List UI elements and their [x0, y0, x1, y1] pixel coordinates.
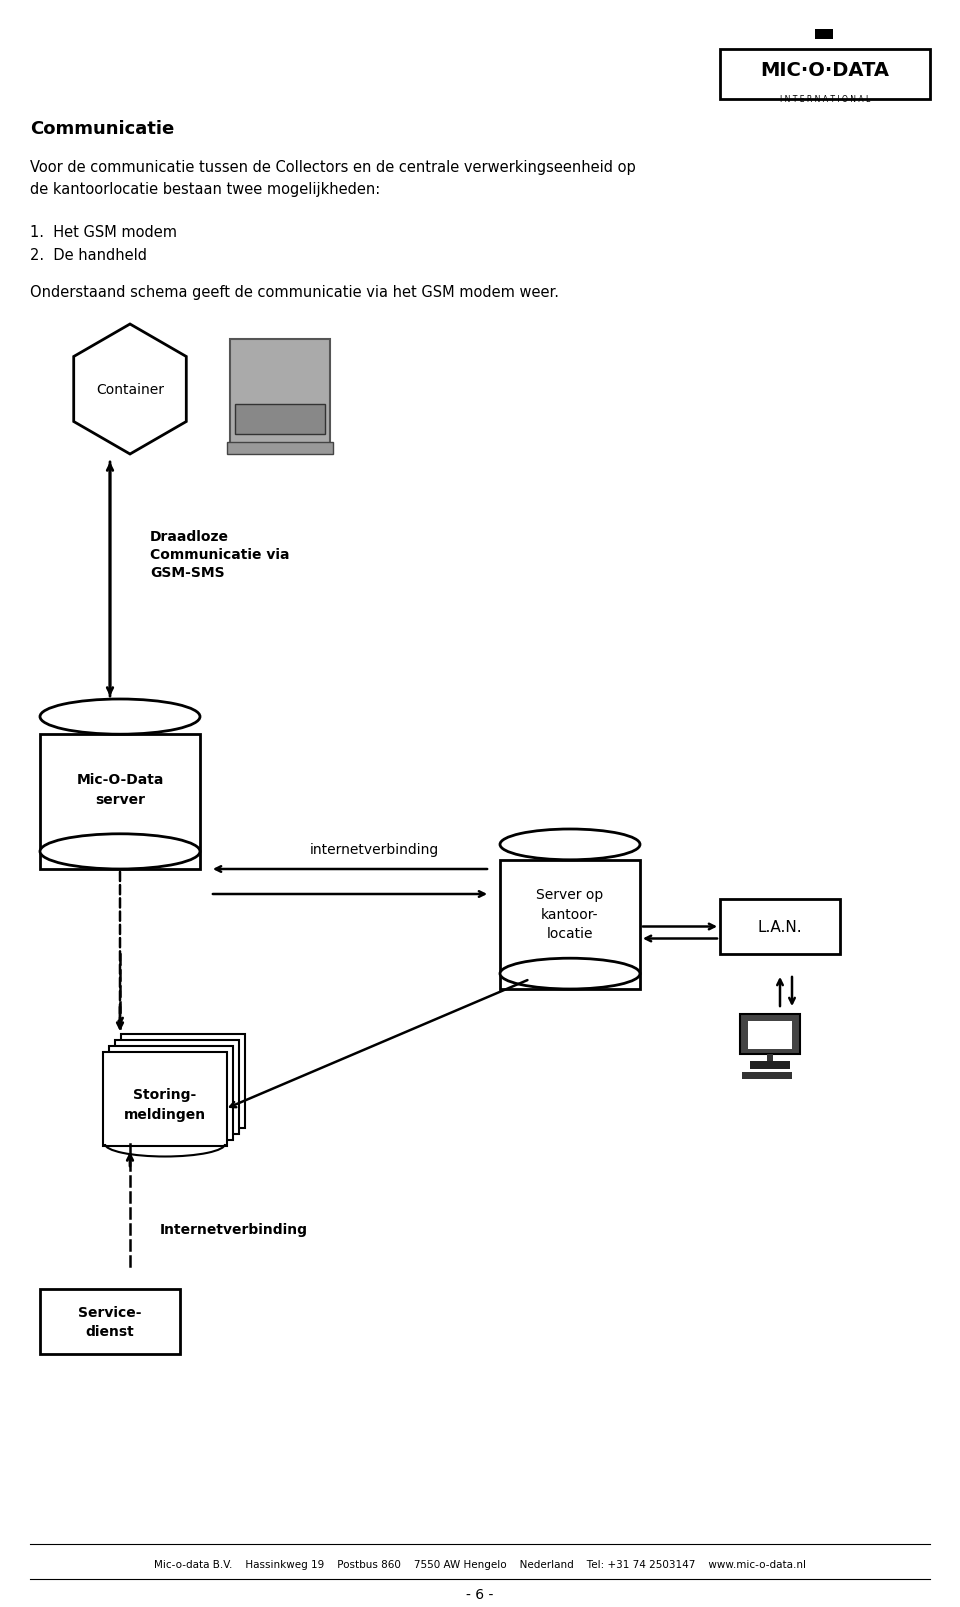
Text: Voor de communicatie tussen de Collectors en de centrale verwerkingseenheid op
d: Voor de communicatie tussen de Collector… [30, 161, 636, 198]
Ellipse shape [40, 834, 200, 869]
Text: Mic-O-Data
server: Mic-O-Data server [76, 773, 164, 807]
Text: Container: Container [96, 382, 164, 397]
FancyBboxPatch shape [500, 860, 640, 990]
FancyBboxPatch shape [227, 442, 333, 455]
Text: 2.  De handheld: 2. De handheld [30, 247, 147, 264]
Text: 1.  Het GSM modem: 1. Het GSM modem [30, 225, 177, 239]
Ellipse shape [500, 829, 640, 860]
Text: Server op
kantoor-
locatie: Server op kantoor- locatie [537, 889, 604, 942]
Text: Mic-o-data B.V.    Hassinkweg 19    Postbus 860    7550 AW Hengelo    Nederland : Mic-o-data B.V. Hassinkweg 19 Postbus 86… [154, 1559, 806, 1568]
Text: Communicatie: Communicatie [30, 121, 175, 138]
Text: Draadloze
Communicatie via
GSM-SMS: Draadloze Communicatie via GSM-SMS [150, 529, 290, 580]
FancyBboxPatch shape [235, 405, 325, 435]
FancyBboxPatch shape [748, 1022, 792, 1049]
Ellipse shape [40, 699, 200, 734]
FancyBboxPatch shape [40, 734, 200, 869]
Text: Onderstaand schema geeft de communicatie via het GSM modem weer.: Onderstaand schema geeft de communicatie… [30, 284, 559, 301]
Text: Storing-
meldingen: Storing- meldingen [124, 1088, 206, 1122]
FancyBboxPatch shape [121, 1035, 245, 1128]
FancyBboxPatch shape [103, 1053, 227, 1146]
FancyBboxPatch shape [40, 1289, 180, 1355]
Ellipse shape [500, 959, 640, 990]
Text: internetverbinding: internetverbinding [310, 842, 440, 857]
FancyBboxPatch shape [742, 1072, 792, 1080]
FancyBboxPatch shape [115, 1040, 239, 1135]
Text: Service-
dienst: Service- dienst [79, 1305, 142, 1339]
Bar [767, 1054, 773, 1064]
FancyBboxPatch shape [230, 339, 330, 450]
Text: MIC·O·DATA: MIC·O·DATA [760, 61, 890, 79]
FancyBboxPatch shape [750, 1061, 790, 1069]
Text: - 6 -: - 6 - [467, 1588, 493, 1601]
FancyBboxPatch shape [740, 1014, 800, 1054]
Bar [815, 31, 833, 40]
Text: Internetverbinding: Internetverbinding [160, 1223, 308, 1236]
Text: I N T E R N A T I O N A L: I N T E R N A T I O N A L [780, 95, 870, 104]
FancyBboxPatch shape [109, 1046, 233, 1141]
Text: L.A.N.: L.A.N. [757, 919, 803, 934]
FancyBboxPatch shape [720, 50, 930, 100]
FancyBboxPatch shape [720, 900, 840, 955]
